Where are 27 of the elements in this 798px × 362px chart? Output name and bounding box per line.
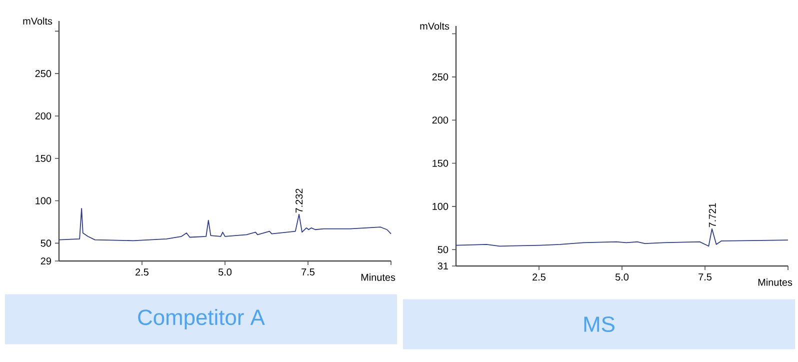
y-tick-label: 250 [432,73,448,80]
x-tick-label: 5.0 [615,274,629,281]
y-tick-label: 50 [438,246,448,254]
annotation: 7.232 [296,188,303,213]
x-tick-label: 2.5 [532,274,546,281]
x-axis-title: Minutes [758,278,792,286]
y-tick-label: 200 [35,112,52,120]
line-series [456,228,788,247]
y-tick-label: 100 [432,202,448,210]
y-tick-label: 100 [36,197,52,204]
annotation: 7.721 [708,203,716,228]
x-axis-title: Minutes [361,274,396,281]
x-tick-label: 5.0 [218,268,232,276]
y-tick-label: 150 [432,160,448,167]
y-tick-label: 200 [432,116,448,124]
y-tick-label: 31 [438,262,448,270]
y-tick-label: 50 [40,240,52,247]
text: MS [584,316,614,332]
y-axis-title: mVolts [23,17,52,25]
y-tick-label: 29 [40,257,52,265]
y-tick-label: 150 [36,154,52,162]
x-tick-label: 7.5 [698,274,712,280]
y-axis-title: mVolts [420,22,450,30]
x-tick-label: 7.5 [302,268,315,276]
text: Competitor A [138,308,265,330]
y-tick-label: 250 [35,70,52,78]
x-tick-label: 2.5 [136,268,149,276]
